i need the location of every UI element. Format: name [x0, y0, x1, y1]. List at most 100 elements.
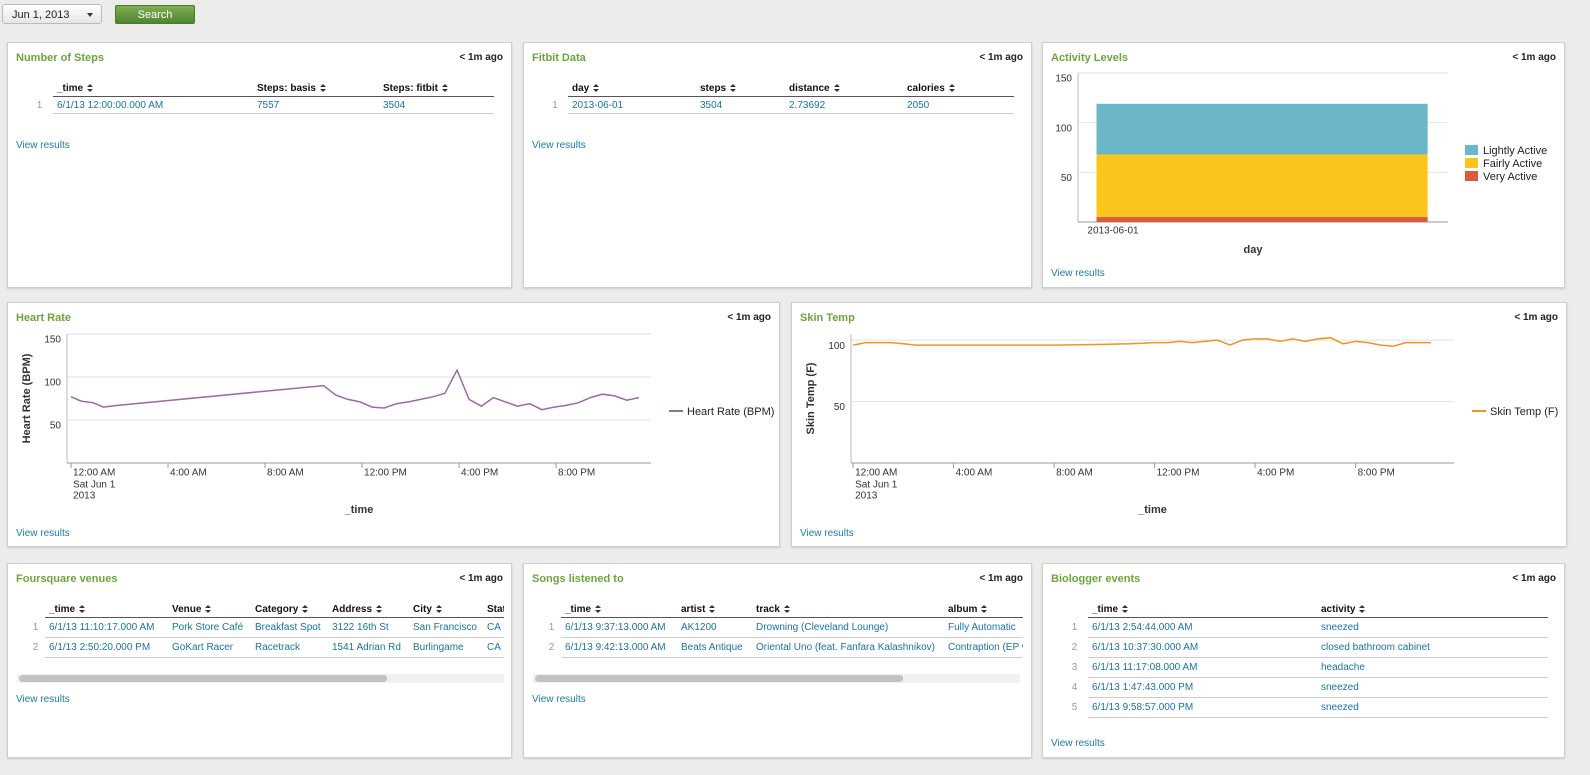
table-cell[interactable]: 6/1/13 12:00:00.000 AM [53, 96, 253, 114]
index-header [542, 81, 568, 97]
table-cell[interactable]: 2050 [903, 96, 1014, 114]
table: day steps distance calories 1 2013-06-01 3504 2… [542, 81, 1014, 114]
table-cell[interactable]: 6/1/13 2:50:20.000 PM [45, 637, 168, 658]
table-cell[interactable]: 6/1/13 2:54:44.000 AM [1088, 617, 1317, 638]
view-results-link[interactable]: View results [532, 140, 586, 151]
date-picker[interactable]: Jun 1, 2013 [2, 4, 102, 24]
view-results-link[interactable]: View results [1051, 268, 1105, 279]
table-cell[interactable]: Drowning (Cleveland Lounge) [752, 617, 944, 638]
table-cell[interactable]: 2013-06-01 [568, 96, 696, 114]
table-cell[interactable]: closed bathroom cabinet [1317, 637, 1548, 658]
column-header[interactable]: City [409, 602, 483, 618]
table-cell[interactable]: San Francisco [409, 617, 483, 638]
panel-status: < 1m ago [979, 573, 1023, 584]
table-row: 1 6/1/13 9:37:13.000 AM AK1200 Drowning (Cl… [542, 617, 1023, 638]
sort-icon [319, 84, 326, 93]
table-cell[interactable]: 6/1/13 1:47:43.000 PM [1088, 677, 1317, 698]
table-row: 2 6/1/13 10:37:30.000 AM closed bathroom c… [1061, 637, 1548, 658]
table-cell[interactable]: 2.73692 [785, 96, 903, 114]
table-cell[interactable]: 3504 [696, 96, 785, 114]
panel-status: < 1m ago [979, 52, 1023, 63]
view-results-link[interactable]: View results [16, 528, 70, 539]
row-index: 5 [1071, 702, 1078, 713]
search-button[interactable]: Search [115, 5, 195, 24]
column-header[interactable]: artist [677, 602, 752, 618]
x-tick-label: 12:00 AM [855, 468, 897, 479]
table-cell[interactable]: sneezed [1317, 677, 1548, 698]
sort-icon [376, 605, 383, 614]
table-cell[interactable]: 6/1/13 9:42:13.000 AM [561, 637, 677, 658]
column-header[interactable]: _time [1088, 602, 1317, 618]
table-row: 1 2013-06-01 3504 2.73692 2050 [542, 96, 1014, 114]
row-index: 3 [1071, 662, 1078, 673]
column-header[interactable]: steps [696, 81, 785, 97]
table-cell[interactable]: Burlingame [409, 637, 483, 658]
column-header[interactable]: Venue [168, 602, 251, 618]
column-header[interactable]: _time [53, 81, 253, 97]
header-row: _time Steps: basis Steps: fitbit [26, 81, 494, 97]
sort-icon [87, 84, 94, 93]
x-tick-label: 4:00 AM [170, 468, 207, 479]
column-header[interactable]: album [944, 602, 1023, 618]
column-header[interactable]: _time [45, 602, 168, 618]
table-cell[interactable]: 6/1/13 9:37:13.000 AM [561, 617, 677, 638]
view-results-link[interactable]: View results [800, 528, 854, 539]
table-cell[interactable]: Oriental Uno (feat. Fanfara Kalashnikov) [752, 637, 944, 658]
table-cell[interactable]: sneezed [1317, 617, 1548, 638]
column-label: activity [1321, 604, 1356, 615]
view-results-link[interactable]: View results [16, 694, 70, 705]
table-cell[interactable]: 1541 Adrian Rd [328, 637, 409, 658]
table-cell[interactable]: CA [483, 617, 504, 638]
scrollbar-thumb [19, 675, 387, 682]
table-cell[interactable]: Pork Store Café [168, 617, 251, 638]
panel-status: < 1m ago [1512, 573, 1556, 584]
x-tick-label: 8:00 AM [267, 468, 304, 479]
legend-label: Skin Temp (F) [1490, 406, 1558, 418]
table-cell[interactable]: 6/1/13 10:37:30.000 AM [1088, 637, 1317, 658]
panel-status: < 1m ago [727, 312, 771, 323]
panel: day steps distance calories 1 2013-06-01 3504 2… [523, 42, 1032, 288]
table-cell[interactable]: GoKart Racer [168, 637, 251, 658]
table-cell[interactable]: 6/1/13 9:58:57.000 PM [1088, 697, 1317, 718]
table-cell[interactable]: headache [1317, 657, 1548, 678]
view-results-link[interactable]: View results [532, 694, 586, 705]
sort-icon [442, 84, 448, 93]
x-tick-date: Sat Jun 1 [73, 480, 116, 491]
header-row: _time Venue Category Address City State [26, 602, 504, 618]
table-cell[interactable]: AK1200 [677, 617, 752, 638]
column-header[interactable]: day [568, 81, 696, 97]
column-header[interactable]: Category [251, 602, 328, 618]
column-header[interactable]: Address [328, 602, 409, 618]
column-header[interactable]: Steps: fitbit [379, 81, 494, 97]
table-cell[interactable]: sneezed [1317, 697, 1548, 718]
panel: _time Steps: basis Steps: fitbit 1 6/1/13 12… [7, 42, 512, 288]
column-header[interactable]: track [752, 602, 944, 618]
table-cell[interactable]: 6/1/13 11:10:17.000 AM [45, 617, 168, 638]
table-cell[interactable]: Contraption (EP v [944, 637, 1023, 658]
table-cell[interactable]: 3122 16th St [328, 617, 409, 638]
legend-label: Heart Rate (BPM) [687, 406, 774, 418]
row-index: 1 [552, 99, 558, 111]
column-label: Address [332, 604, 373, 615]
table-cell[interactable]: 6/1/13 11:17:08.000 AM [1088, 657, 1317, 678]
table-cell[interactable]: 3504 [379, 96, 494, 114]
table-cell[interactable]: CA [483, 637, 504, 658]
column-header[interactable]: distance [785, 81, 903, 97]
table-cell[interactable]: Fully Automatic [944, 617, 1023, 638]
column-header[interactable]: activity [1317, 602, 1548, 618]
y-tick-label: 50 [834, 402, 846, 413]
column-header[interactable]: State [483, 602, 504, 618]
view-results-link[interactable]: View results [1051, 738, 1105, 749]
table-cell[interactable]: 7557 [253, 96, 379, 114]
table-cell[interactable]: Racetrack [251, 637, 328, 658]
table-cell[interactable]: Breakfast Spot [251, 617, 328, 638]
table-cell[interactable]: Beats Antique [677, 637, 752, 658]
bar-segment [1096, 154, 1428, 218]
column-header[interactable]: _time [561, 602, 677, 618]
scrollbar [17, 674, 504, 683]
column-header[interactable]: Steps: basis [253, 81, 379, 97]
table-viewport: _time Steps: basis Steps: fitbit 1 6/1/13 12… [26, 81, 506, 114]
column-label: _time [565, 604, 592, 615]
view-results-link[interactable]: View results [16, 140, 70, 151]
column-header[interactable]: calories [903, 81, 1014, 97]
